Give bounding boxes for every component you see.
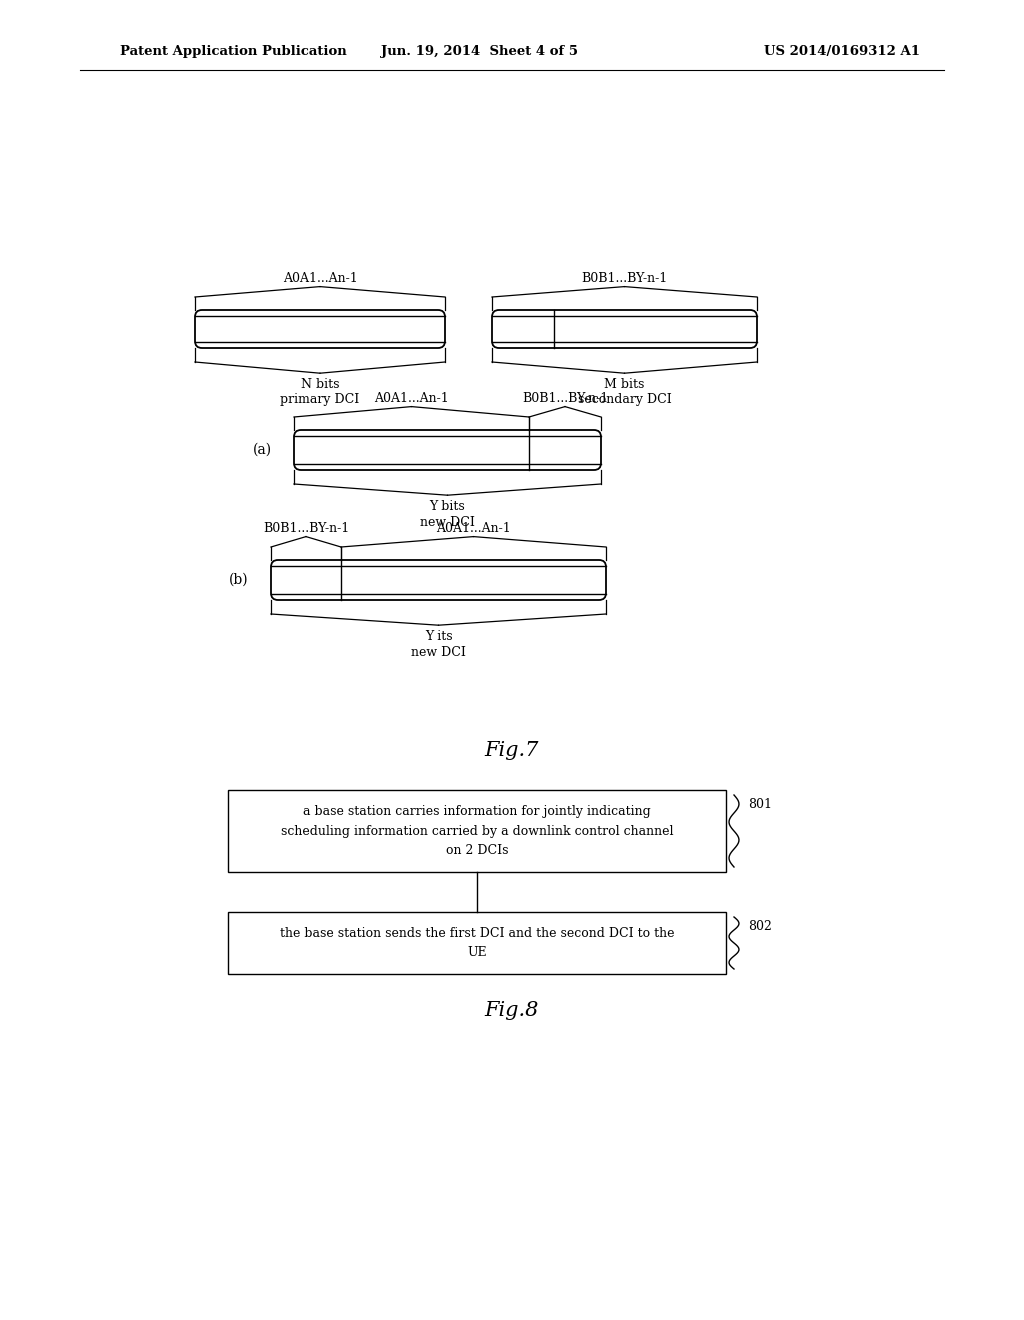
Text: A0A1...An-1: A0A1...An-1 bbox=[283, 272, 357, 285]
Text: Y bits: Y bits bbox=[430, 499, 465, 512]
FancyBboxPatch shape bbox=[195, 310, 445, 348]
Text: B0B1...BY-n-1: B0B1...BY-n-1 bbox=[522, 392, 608, 404]
Text: Patent Application Publication: Patent Application Publication bbox=[120, 45, 347, 58]
Text: M bits: M bits bbox=[604, 378, 645, 391]
Text: new DCI: new DCI bbox=[411, 645, 466, 659]
Text: Fig.7: Fig.7 bbox=[484, 741, 540, 759]
Text: Y its: Y its bbox=[425, 630, 453, 643]
Bar bbox=[228, 912, 726, 974]
Text: A0A1...An-1: A0A1...An-1 bbox=[374, 392, 449, 404]
Text: primary DCI: primary DCI bbox=[281, 393, 359, 407]
Text: secondary DCI: secondary DCI bbox=[578, 393, 672, 407]
Text: B0B1...BY-n-1: B0B1...BY-n-1 bbox=[582, 272, 668, 285]
Text: US 2014/0169312 A1: US 2014/0169312 A1 bbox=[764, 45, 920, 58]
Text: the base station sends the first DCI and the second DCI to the
UE: the base station sends the first DCI and… bbox=[280, 927, 674, 960]
Text: A0A1...An-1: A0A1...An-1 bbox=[436, 521, 511, 535]
Text: (a): (a) bbox=[253, 444, 271, 457]
Text: N bits: N bits bbox=[301, 378, 339, 391]
Bar bbox=[228, 789, 726, 873]
FancyBboxPatch shape bbox=[492, 310, 757, 348]
Text: (b): (b) bbox=[229, 573, 249, 587]
Text: new DCI: new DCI bbox=[420, 516, 475, 528]
Text: Fig.8: Fig.8 bbox=[484, 1001, 540, 1019]
FancyBboxPatch shape bbox=[271, 560, 606, 601]
Text: B0B1...BY-n-1: B0B1...BY-n-1 bbox=[263, 521, 349, 535]
FancyBboxPatch shape bbox=[294, 430, 601, 470]
Text: Jun. 19, 2014  Sheet 4 of 5: Jun. 19, 2014 Sheet 4 of 5 bbox=[382, 45, 579, 58]
Text: a base station carries information for jointly indicating
scheduling information: a base station carries information for j… bbox=[281, 805, 673, 857]
Text: 802: 802 bbox=[748, 920, 772, 933]
Text: 801: 801 bbox=[748, 799, 772, 810]
